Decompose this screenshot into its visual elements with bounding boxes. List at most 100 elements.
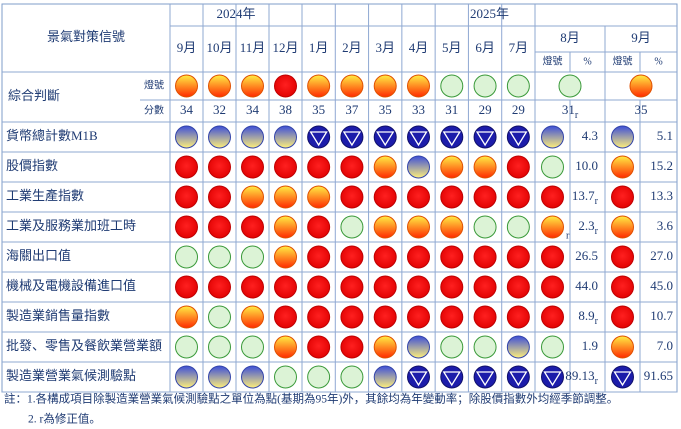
signal-light: [473, 155, 497, 179]
signal-light: [440, 335, 464, 359]
month-label: 1月: [309, 40, 329, 55]
month-label: 10月: [206, 40, 232, 55]
percent-value: 13.7r: [572, 188, 599, 207]
signal-light: [175, 305, 198, 329]
signal-light: [340, 245, 364, 269]
score-text: 33: [412, 102, 425, 117]
signal-light: [208, 155, 231, 179]
signal-light: [208, 335, 231, 359]
percent-value: 44.0: [575, 278, 598, 293]
year-label: 2025年: [470, 6, 509, 21]
signal-light: [541, 245, 564, 269]
signal-light: [611, 335, 634, 359]
signal-light: [274, 74, 297, 98]
signal-light: [373, 365, 397, 389]
signal-light: [541, 275, 564, 299]
signal-light: [208, 305, 231, 329]
signal-light: [307, 185, 331, 209]
signal-light: [307, 74, 331, 98]
signal-light: [274, 305, 297, 329]
blue-triangle: [613, 371, 632, 387]
percent-value: 45.0: [650, 278, 673, 293]
blue-triangle: [509, 371, 528, 387]
blue-triangle: [509, 131, 528, 147]
blue-triangle: [409, 371, 428, 387]
score-text: 29: [512, 102, 525, 117]
revision-mark: r: [595, 196, 599, 207]
signal-light: [373, 305, 397, 329]
signal-light: [407, 335, 430, 359]
signal-light: [440, 275, 464, 299]
signal-light: [373, 185, 397, 209]
percent-value: 3.6: [657, 218, 674, 233]
footnote: 註：1.各構成項目除製造業營業氣候測驗點之單位為點(基期為95年)外，其餘均為年…: [4, 392, 618, 406]
sub-label: %: [583, 56, 591, 67]
month-label: 2月: [342, 40, 362, 55]
signal-light: [611, 275, 634, 299]
signal-light: [274, 245, 297, 269]
signal-light: [611, 155, 634, 179]
indicator-label: 股價指數: [6, 158, 58, 173]
signal-light: [340, 305, 364, 329]
signal-light: [208, 365, 231, 389]
blue-triangle: [475, 131, 495, 147]
score: 37: [345, 102, 359, 117]
percent-value: 8.9r: [578, 308, 598, 327]
blue-triangle: [442, 131, 461, 147]
signal-light: [407, 185, 430, 209]
signal-light: [506, 155, 530, 179]
signal-light: [541, 155, 564, 179]
percent-value-text: 89.13: [565, 368, 594, 383]
percent-value: 26.5: [575, 248, 598, 263]
signal-light: [506, 245, 530, 269]
signal-light: [611, 185, 634, 209]
signal-light: [473, 215, 497, 239]
signal-light: [175, 74, 198, 98]
signal-light: [274, 215, 297, 239]
blue-triangle: [442, 371, 461, 387]
percent-value-text: 27.0: [650, 248, 673, 263]
signal-light: [373, 74, 397, 98]
signal-light: [611, 245, 634, 269]
signal-light: [373, 155, 397, 179]
signal-light: [373, 245, 397, 269]
signal-light: [407, 275, 430, 299]
month-label: 9月: [177, 40, 197, 55]
signal-light: [175, 365, 198, 389]
signal-light: [208, 245, 231, 269]
score: 29: [479, 102, 492, 117]
month-label: 3月: [375, 40, 395, 55]
score: 34: [246, 102, 260, 117]
sub-label: 燈號: [613, 54, 633, 67]
signal-light: [307, 155, 331, 179]
percent-value-text: 10.0: [575, 158, 598, 173]
signal-light: [407, 74, 430, 98]
revision-mark: r: [575, 110, 579, 121]
sub-label: 燈號: [543, 54, 563, 67]
percent-value: 4.3: [582, 128, 598, 143]
signal-light: [506, 275, 530, 299]
signal-light: [208, 185, 231, 209]
score: 31r: [562, 102, 579, 121]
signal-light: [307, 305, 331, 329]
percent-value-text: 26.5: [575, 248, 598, 263]
table-title: 景氣對策信號: [47, 29, 125, 44]
score: 33: [412, 102, 425, 117]
percent-value-text: 4.3: [582, 128, 598, 143]
signal-light: [175, 335, 198, 359]
month-label: 8月: [560, 30, 580, 45]
signal-light: [208, 215, 231, 239]
percent-value-text: 44.0: [575, 278, 598, 293]
score-text: 31: [562, 102, 575, 117]
signal-light: [241, 335, 264, 359]
percent-value-text: 3.6: [657, 218, 674, 233]
signal-light: [373, 215, 397, 239]
score-text: 34: [246, 102, 260, 117]
signal-light: [175, 125, 198, 149]
signal-light: [506, 305, 530, 329]
revision-mark: r: [595, 376, 599, 387]
indicator-label: 批發、零售及餐飲業營業額: [6, 338, 162, 353]
indicator-label: 工業生產指數: [6, 188, 84, 203]
signal-light: [274, 275, 297, 299]
